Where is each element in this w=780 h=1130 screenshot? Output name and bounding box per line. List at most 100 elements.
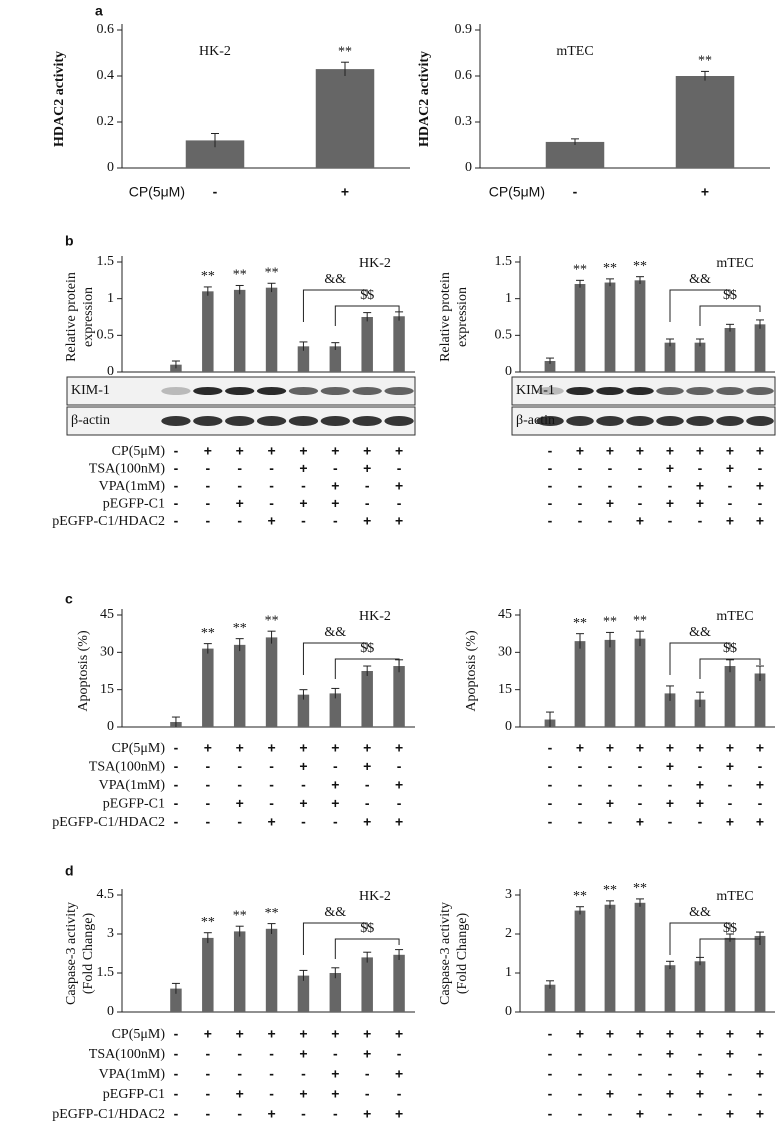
bar <box>724 328 736 372</box>
condition-sign: - <box>397 795 402 811</box>
condition-sign: - <box>578 513 583 529</box>
condition-sign: - <box>269 478 274 494</box>
condition-sign: - <box>269 777 274 793</box>
condition-label: TSA(100nM) <box>89 1047 166 1062</box>
condition-sign: + <box>267 814 275 830</box>
bar <box>233 931 246 1012</box>
condition-sign: + <box>395 443 403 459</box>
condition-label: VPA(1mM) <box>99 778 166 793</box>
bar <box>202 648 214 727</box>
condition-sign: - <box>174 460 179 476</box>
condition-sign: - <box>205 814 210 830</box>
condition-sign: - <box>608 513 613 529</box>
condition-sign: + <box>666 495 674 511</box>
y-axis-label: HDAC2 activity <box>417 51 432 147</box>
bar <box>202 937 214 1012</box>
condition-sign: - <box>638 1046 643 1062</box>
blot-band <box>352 416 382 426</box>
condition-sign: - <box>237 777 242 793</box>
condition-sign: - <box>608 478 613 494</box>
comparison-bracket <box>699 938 761 959</box>
comparison-label: && <box>689 272 711 287</box>
y-tick-label: 3 <box>505 887 512 902</box>
condition-sign: + <box>666 460 674 476</box>
condition-sign: + <box>756 1026 764 1042</box>
blot-band <box>161 416 191 426</box>
condition-sign: + <box>395 814 403 830</box>
blot-label: β-actin <box>71 413 110 428</box>
y-tick-label: 1.5 <box>97 965 115 980</box>
condition-sign: - <box>237 513 242 529</box>
condition-sign: - <box>548 814 553 830</box>
condition-sign: - <box>698 460 703 476</box>
condition-sign: - <box>668 777 673 793</box>
blot-band <box>626 416 654 426</box>
condition-sign: + <box>331 1026 339 1042</box>
condition-sign: - <box>548 1106 553 1122</box>
condition-sign: - <box>578 1106 583 1122</box>
condition-label: VPA(1mM) <box>99 1067 166 1082</box>
condition-sign: - <box>728 495 733 511</box>
condition-sign: + <box>696 1026 704 1042</box>
condition-sign: + <box>395 740 403 756</box>
condition-sign: - <box>668 513 673 529</box>
condition-sign: + <box>395 478 403 494</box>
condition-sign: - <box>608 1066 613 1082</box>
condition-sign: - <box>608 777 613 793</box>
significance-label: ** <box>233 621 247 636</box>
condition-sign: + <box>363 443 371 459</box>
bar <box>574 910 586 1012</box>
condition-sign: - <box>548 443 553 459</box>
condition-sign: - <box>205 495 210 511</box>
condition-sign: + <box>236 795 244 811</box>
condition-sign: - <box>269 1046 274 1062</box>
condition-sign: - <box>269 795 274 811</box>
condition-sign: + <box>756 513 764 529</box>
y-tick-label: 30 <box>498 645 512 660</box>
blot-band <box>746 416 774 426</box>
condition-sign: - <box>698 1046 703 1062</box>
bar <box>604 639 616 727</box>
condition-sign: + <box>666 1086 674 1102</box>
condition-sign: - <box>638 460 643 476</box>
condition-sign: - <box>174 1066 179 1082</box>
condition-sign: - <box>205 777 210 793</box>
blot-band <box>225 387 255 395</box>
significance-label: ** <box>265 906 279 921</box>
condition-sign: - <box>237 460 242 476</box>
comparison-label: && <box>689 905 711 920</box>
condition-sign: - <box>205 758 210 774</box>
y-axis-label: Apoptosis (%) <box>464 630 479 712</box>
condition-sign: + <box>576 1026 584 1042</box>
condition-sign: - <box>548 495 553 511</box>
condition-sign: - <box>573 184 578 200</box>
condition-sign: - <box>548 795 553 811</box>
y-tick-label: 1 <box>505 965 512 980</box>
condition-sign: + <box>331 495 339 511</box>
bar <box>202 291 214 372</box>
condition-sign: - <box>205 460 210 476</box>
condition-sign: - <box>578 1086 583 1102</box>
blot-band <box>596 416 624 426</box>
condition-sign: - <box>548 758 553 774</box>
condition-sign: - <box>578 495 583 511</box>
condition-sign: + <box>576 740 584 756</box>
condition-sign: + <box>331 443 339 459</box>
y-tick-label: 15 <box>100 682 114 697</box>
condition-sign: - <box>758 1086 763 1102</box>
condition-sign: - <box>608 460 613 476</box>
y-tick-label: 0 <box>465 160 472 175</box>
significance-label: ** <box>573 889 587 904</box>
condition-sign: - <box>237 478 242 494</box>
condition-sign: + <box>299 1086 307 1102</box>
condition-sign: - <box>638 478 643 494</box>
condition-sign: + <box>636 443 644 459</box>
chart-title: mTEC <box>716 609 753 624</box>
condition-sign: - <box>578 758 583 774</box>
comparison-label: $$ <box>723 288 737 303</box>
condition-sign: - <box>174 1086 179 1102</box>
significance-label: ** <box>633 881 647 896</box>
condition-sign: - <box>174 495 179 511</box>
blot-band <box>384 387 414 395</box>
y-tick-label: 1.5 <box>97 254 115 269</box>
